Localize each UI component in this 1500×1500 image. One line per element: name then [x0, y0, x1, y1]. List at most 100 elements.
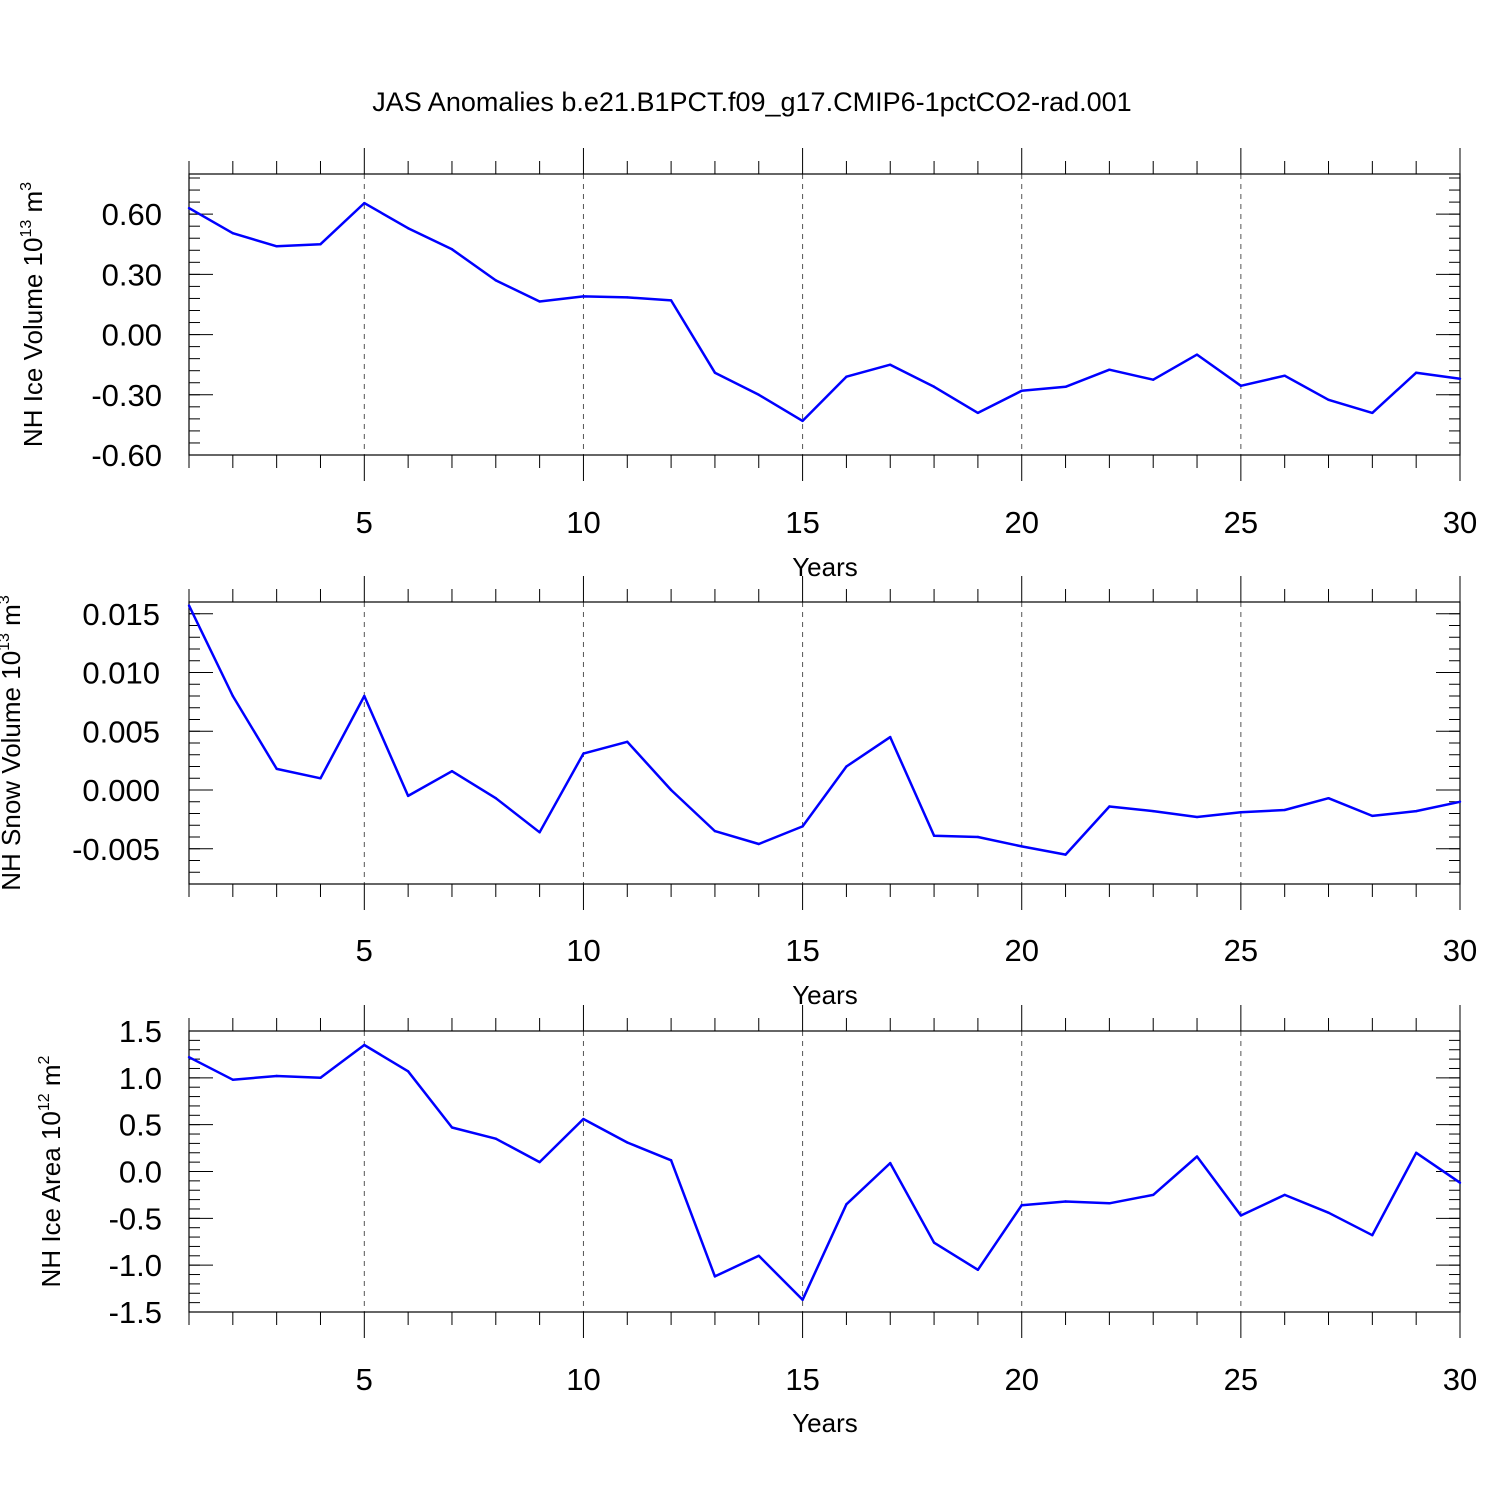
x-tick-label: 20	[1004, 505, 1038, 540]
data-point	[406, 1070, 410, 1073]
data-point	[538, 831, 541, 834]
series-line-ice-volume	[188, 201, 1461, 423]
data-point	[187, 206, 191, 210]
data-point	[319, 1076, 322, 1080]
data-point	[757, 1254, 760, 1258]
y-tick-label: 0.015	[82, 597, 160, 632]
data-point	[976, 1268, 980, 1272]
data-point	[801, 1298, 804, 1302]
data-point	[319, 243, 322, 246]
data-point	[1108, 805, 1111, 808]
data-point	[932, 385, 936, 388]
data-point	[1371, 1233, 1374, 1237]
data-point	[713, 829, 717, 833]
y-tick-label: -0.005	[72, 832, 160, 867]
x-tick-label: 10	[566, 505, 600, 540]
data-point	[1239, 1214, 1243, 1217]
data-point	[801, 825, 804, 828]
data-point	[1108, 368, 1111, 371]
data-point	[1108, 1202, 1111, 1205]
data-point	[187, 1056, 191, 1059]
data-point	[889, 1161, 892, 1165]
data-point	[319, 777, 322, 780]
data-point	[669, 1159, 673, 1162]
data-point	[1371, 814, 1374, 818]
data-point	[1152, 378, 1155, 381]
data-point	[1195, 353, 1199, 356]
y-tick-label: 0.010	[82, 656, 160, 691]
data-point	[889, 363, 892, 366]
y-tick-label: 0.60	[102, 197, 162, 232]
data-point	[1327, 797, 1330, 800]
y-axis-title: NH Ice Volume 1013 m3	[18, 182, 48, 447]
y-tick-label: 0.0	[119, 1155, 162, 1190]
series-line-snow-volume	[187, 604, 1461, 856]
y-tick-label: 0.000	[82, 773, 160, 808]
data-point	[1064, 853, 1067, 856]
data-point	[363, 694, 366, 698]
data-point	[1371, 411, 1374, 415]
data-point	[363, 201, 366, 205]
plot-frame	[188, 601, 1461, 885]
y-tick-label: 0.30	[102, 257, 162, 292]
x-tick-label: 30	[1443, 1362, 1477, 1397]
data-point	[1239, 384, 1243, 387]
data-point	[1283, 374, 1286, 377]
x-tick-label: 25	[1224, 505, 1258, 540]
x-tick-label: 15	[785, 1362, 819, 1397]
y-tick-label: 1.5	[119, 1014, 162, 1049]
data-point	[669, 788, 673, 792]
x-axis-title: Years	[792, 552, 858, 582]
data-point	[1195, 1155, 1199, 1158]
data-point	[1020, 845, 1023, 848]
data-point	[1152, 809, 1155, 813]
data-point	[845, 1203, 848, 1206]
panel-ice-area: -1.5 -1.0 -0.5 0.0 0.5 1.0 1.5 5 10 15 20 25 30 Years…	[36, 1005, 1477, 1438]
x-tick-label: 25	[1224, 933, 1258, 968]
data-point	[450, 770, 454, 773]
data-point	[231, 232, 235, 235]
x-tick-label: 20	[1004, 933, 1038, 968]
data-point	[1064, 385, 1067, 388]
data-point	[231, 1078, 235, 1081]
y-axis-title: NH Ice Area 1012 m2	[36, 1055, 66, 1287]
y-tick-label: 0.005	[82, 714, 160, 749]
data-point	[494, 1137, 497, 1140]
data-point	[626, 1141, 629, 1144]
x-tick-label: 15	[785, 505, 819, 540]
x-tick-label: 10	[566, 1362, 600, 1397]
data-point	[1414, 371, 1418, 374]
x-tick-label: 25	[1224, 1362, 1258, 1397]
data-point	[889, 735, 892, 739]
data-point	[1195, 815, 1199, 819]
series-line-ice-area	[188, 1043, 1461, 1302]
data-point	[1283, 808, 1286, 812]
data-point	[582, 1117, 585, 1121]
panel-snow-volume: -0.005 0.000 0.005 0.010 0.015 5 10 15 20 25 30 Yea…	[0, 576, 1477, 1010]
x-tick-label: 30	[1443, 933, 1477, 968]
panels: -0.60 -0.30 0.00 0.30 0.60 5 10 15 20 25 30 Years NH…	[0, 148, 1477, 1438]
data-point	[1020, 1204, 1023, 1207]
data-point	[1327, 398, 1330, 402]
data-point	[626, 296, 629, 299]
panel-ice-volume: -0.60 -0.30 0.00 0.30 0.60 5 10 15 20 25 30 Years NH…	[18, 148, 1477, 582]
data-point	[669, 299, 673, 302]
y-tick-label: -0.60	[91, 438, 162, 473]
data-point	[1020, 389, 1023, 392]
x-axis-title: Years	[792, 980, 858, 1010]
x-tick-label: 5	[356, 1362, 373, 1397]
y-tick-label: -1.5	[109, 1295, 162, 1330]
x-tick-label: 30	[1443, 505, 1477, 540]
data-point	[275, 245, 278, 248]
y-tick-label: 1.0	[119, 1061, 162, 1096]
y-axis-title: NH Snow Volume 1013 m3	[0, 595, 26, 891]
data-point	[932, 1241, 936, 1244]
x-tick-label: 15	[785, 933, 819, 968]
data-point	[538, 1160, 541, 1164]
data-point	[976, 411, 980, 415]
data-point	[976, 835, 980, 839]
data-point	[406, 226, 410, 230]
data-point	[1414, 1151, 1418, 1154]
y-tick-label: -0.5	[109, 1201, 162, 1236]
